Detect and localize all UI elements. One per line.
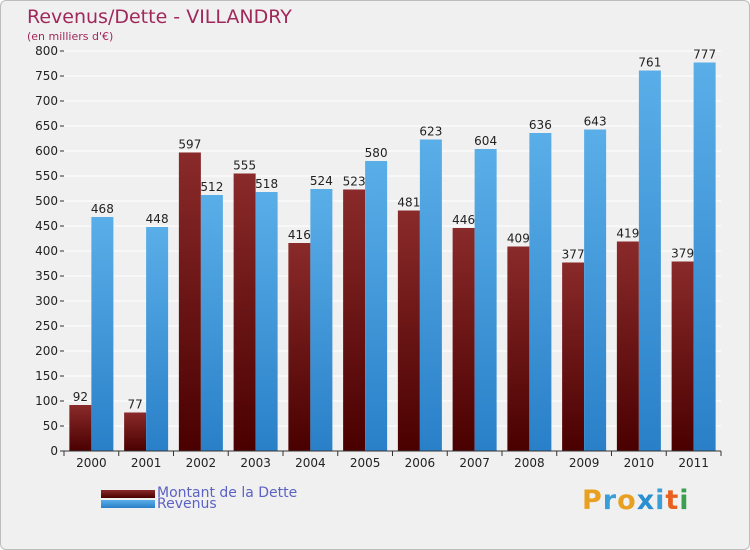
data-label-revenus: 512 bbox=[200, 180, 223, 194]
data-label-dette: 523 bbox=[343, 175, 366, 189]
bar-revenus bbox=[638, 70, 661, 451]
y-tick-label: 800 bbox=[35, 44, 58, 58]
y-tick-label: 200 bbox=[35, 344, 58, 358]
bar-revenus bbox=[200, 195, 223, 451]
data-label-dette: 419 bbox=[616, 227, 639, 241]
bar-revenus bbox=[529, 133, 552, 451]
y-tick-label: 400 bbox=[35, 244, 58, 258]
y-tick-label: 0 bbox=[50, 444, 58, 458]
bar-dette bbox=[178, 152, 201, 451]
y-tick-label: 700 bbox=[35, 94, 58, 108]
bar-revenus bbox=[255, 192, 278, 451]
y-tick-label: 150 bbox=[35, 369, 58, 383]
x-tick-label: 2011 bbox=[678, 456, 709, 470]
data-label-revenus: 448 bbox=[146, 212, 169, 226]
data-label-revenus: 518 bbox=[255, 177, 278, 191]
x-tick-label: 2000 bbox=[76, 456, 107, 470]
x-tick-label: 2003 bbox=[240, 456, 271, 470]
logo-letter: i bbox=[679, 485, 690, 516]
bar-revenus bbox=[146, 227, 169, 451]
grid-lines bbox=[64, 50, 721, 452]
logo-letter: r bbox=[602, 485, 618, 516]
data-label-revenus: 636 bbox=[529, 118, 552, 132]
logo-letter: x bbox=[636, 485, 656, 516]
data-label-dette: 416 bbox=[288, 228, 311, 242]
data-label-revenus: 524 bbox=[310, 174, 333, 188]
x-tick-label: 2002 bbox=[186, 456, 217, 470]
bar-revenus bbox=[584, 129, 607, 451]
data-label-revenus: 604 bbox=[474, 134, 497, 148]
bar-dette bbox=[233, 173, 256, 451]
bar-revenus bbox=[693, 62, 716, 451]
bar-dette bbox=[671, 261, 694, 451]
y-tick-label: 600 bbox=[35, 144, 58, 158]
y-tick-label: 300 bbox=[35, 294, 58, 308]
y-tick-label: 550 bbox=[35, 169, 58, 183]
data-label-dette: 555 bbox=[233, 159, 256, 173]
data-label-dette: 409 bbox=[507, 232, 530, 246]
y-tick-label: 350 bbox=[35, 269, 58, 283]
bar-dette bbox=[562, 262, 585, 451]
y-tick-label: 250 bbox=[35, 319, 58, 333]
bar-revenus bbox=[474, 149, 497, 451]
legend-label-dette: Montant de la Dette bbox=[157, 485, 298, 501]
data-label-revenus: 761 bbox=[638, 56, 661, 70]
x-tick-label: 2007 bbox=[459, 456, 490, 470]
y-tick-label: 750 bbox=[35, 69, 58, 83]
x-tick-label: 2005 bbox=[350, 456, 381, 470]
data-label-revenus: 468 bbox=[91, 202, 114, 216]
logo-letter: P bbox=[582, 485, 603, 516]
bar-dette bbox=[616, 241, 639, 451]
x-tick-label: 2008 bbox=[514, 456, 545, 470]
bar-revenus bbox=[91, 217, 114, 451]
logo-letter: t bbox=[665, 485, 680, 516]
data-label-revenus: 777 bbox=[693, 48, 716, 62]
logo-letter: i bbox=[655, 485, 666, 516]
data-label-dette: 92 bbox=[73, 390, 88, 404]
x-tick-label: 2010 bbox=[624, 456, 655, 470]
chart-title: Revenus/Dette - VILLANDRY bbox=[27, 6, 292, 28]
proxiti-logo: Proxiti bbox=[582, 485, 690, 516]
bars bbox=[69, 62, 716, 451]
legend-swatch-revenus bbox=[101, 500, 155, 508]
bar-revenus bbox=[310, 189, 333, 451]
data-labels: 92 468 77 448 597 512 555 518 416 524 523 580 481 623… bbox=[73, 48, 716, 412]
bar-dette bbox=[452, 228, 475, 451]
y-tick-label: 50 bbox=[43, 419, 58, 433]
bar-dette bbox=[288, 243, 311, 451]
bar-revenus bbox=[365, 161, 388, 451]
data-label-dette: 377 bbox=[562, 248, 585, 262]
x-axis-ticks: 2000 2001 2002 2003 2004 2005 2006 2007 2008 2009… bbox=[63, 451, 722, 470]
bar-dette bbox=[397, 210, 420, 451]
data-label-dette: 446 bbox=[452, 213, 475, 227]
x-tick-label: 2004 bbox=[295, 456, 326, 470]
data-label-dette: 597 bbox=[178, 138, 201, 152]
data-label-revenus: 623 bbox=[419, 125, 442, 139]
x-tick-label: 2006 bbox=[405, 456, 436, 470]
legend-label-revenus: Revenus bbox=[157, 496, 217, 512]
data-label-dette: 379 bbox=[671, 247, 694, 261]
y-tick-label: 650 bbox=[35, 119, 58, 133]
y-tick-label: 450 bbox=[35, 219, 58, 233]
data-label-dette: 481 bbox=[397, 196, 420, 210]
data-label-revenus: 580 bbox=[365, 146, 388, 160]
bar-dette bbox=[507, 246, 530, 451]
legend-swatch-dette bbox=[101, 490, 155, 498]
y-tick-label: 500 bbox=[35, 194, 58, 208]
bar-revenus bbox=[419, 139, 442, 451]
logo-letter: o bbox=[617, 485, 637, 516]
y-tick-label: 100 bbox=[35, 394, 58, 408]
x-tick-label: 2001 bbox=[131, 456, 162, 470]
bar-dette bbox=[69, 405, 92, 451]
data-label-dette: 77 bbox=[127, 398, 142, 412]
bar-dette bbox=[343, 189, 366, 451]
chart-subtitle: (en milliers d'€) bbox=[27, 30, 114, 43]
bar-dette bbox=[124, 412, 147, 451]
data-label-revenus: 643 bbox=[584, 115, 607, 129]
y-axis-ticks: 0 50 100 150 200 250 300 350 400 450 500 550 600 650 7… bbox=[35, 44, 64, 458]
x-tick-label: 2009 bbox=[569, 456, 600, 470]
